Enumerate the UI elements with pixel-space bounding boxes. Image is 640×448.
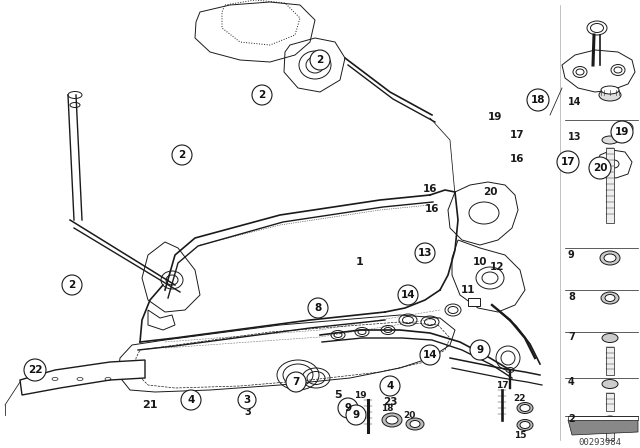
Ellipse shape xyxy=(601,292,619,304)
Text: 11: 11 xyxy=(461,285,476,295)
Text: 17: 17 xyxy=(510,130,525,140)
Circle shape xyxy=(470,340,490,360)
Polygon shape xyxy=(20,360,145,395)
Ellipse shape xyxy=(520,405,530,412)
Ellipse shape xyxy=(601,86,619,94)
Text: 2: 2 xyxy=(259,90,266,100)
Ellipse shape xyxy=(382,413,402,427)
Text: 9: 9 xyxy=(344,403,351,413)
Text: 9: 9 xyxy=(476,345,484,355)
Circle shape xyxy=(286,372,306,392)
Text: 12: 12 xyxy=(490,262,504,272)
Text: 2: 2 xyxy=(68,280,76,290)
Text: 10: 10 xyxy=(473,257,487,267)
Circle shape xyxy=(310,50,330,70)
Ellipse shape xyxy=(600,251,620,265)
Polygon shape xyxy=(568,420,638,435)
Text: 17: 17 xyxy=(496,380,508,389)
Circle shape xyxy=(338,398,358,418)
Bar xyxy=(606,428,614,440)
Ellipse shape xyxy=(517,419,533,431)
Text: 19: 19 xyxy=(354,391,366,400)
Text: 3: 3 xyxy=(243,395,251,405)
Circle shape xyxy=(62,275,82,295)
Polygon shape xyxy=(568,416,638,420)
Text: 2: 2 xyxy=(179,150,186,160)
Text: 8: 8 xyxy=(568,292,575,302)
Text: 13: 13 xyxy=(418,248,432,258)
Text: 2: 2 xyxy=(568,414,575,424)
Ellipse shape xyxy=(602,136,618,144)
Text: 7: 7 xyxy=(568,332,575,342)
Ellipse shape xyxy=(406,418,424,430)
Text: 18: 18 xyxy=(381,404,393,413)
Ellipse shape xyxy=(445,304,461,316)
Circle shape xyxy=(496,346,520,370)
Bar xyxy=(606,148,614,223)
Ellipse shape xyxy=(386,416,398,424)
Text: 5: 5 xyxy=(334,390,342,400)
Text: 14: 14 xyxy=(401,290,415,300)
Ellipse shape xyxy=(599,89,621,101)
Circle shape xyxy=(380,376,400,396)
Text: 18: 18 xyxy=(531,95,545,105)
Ellipse shape xyxy=(68,91,82,99)
Circle shape xyxy=(398,285,418,305)
Text: 23: 23 xyxy=(383,397,397,407)
Text: 2: 2 xyxy=(316,55,324,65)
Text: 20: 20 xyxy=(403,410,415,419)
Text: 8: 8 xyxy=(314,303,322,313)
Ellipse shape xyxy=(602,333,618,343)
Circle shape xyxy=(557,151,579,173)
Text: 00293984: 00293984 xyxy=(579,438,621,447)
Ellipse shape xyxy=(603,416,617,424)
Text: 4: 4 xyxy=(568,377,575,387)
Text: 14: 14 xyxy=(568,97,582,107)
Ellipse shape xyxy=(520,422,530,428)
Circle shape xyxy=(420,345,440,365)
Ellipse shape xyxy=(410,421,420,427)
Text: 19: 19 xyxy=(488,112,502,122)
Text: 22: 22 xyxy=(514,393,526,402)
Text: 21: 21 xyxy=(142,400,157,410)
Text: 19: 19 xyxy=(615,127,629,137)
Bar xyxy=(606,347,614,375)
Circle shape xyxy=(238,391,256,409)
Text: 15: 15 xyxy=(514,431,526,439)
Circle shape xyxy=(589,157,611,179)
Text: 20: 20 xyxy=(483,187,497,197)
Circle shape xyxy=(252,85,272,105)
Circle shape xyxy=(181,390,201,410)
Text: 16: 16 xyxy=(423,184,437,194)
Ellipse shape xyxy=(602,379,618,388)
Text: 7: 7 xyxy=(292,377,300,387)
Circle shape xyxy=(308,298,328,318)
Text: 1: 1 xyxy=(356,257,364,267)
Text: 16: 16 xyxy=(510,154,525,164)
Text: 13: 13 xyxy=(568,132,582,142)
Circle shape xyxy=(172,145,192,165)
Bar xyxy=(468,298,480,306)
Text: 20: 20 xyxy=(593,163,607,173)
Circle shape xyxy=(415,243,435,263)
Text: 3: 3 xyxy=(244,407,252,417)
Text: 14: 14 xyxy=(422,350,437,360)
Text: 9: 9 xyxy=(353,410,360,420)
Circle shape xyxy=(346,405,366,425)
Ellipse shape xyxy=(517,402,533,414)
Circle shape xyxy=(611,121,633,143)
Text: 22: 22 xyxy=(28,365,42,375)
Ellipse shape xyxy=(604,254,616,262)
Text: 17: 17 xyxy=(561,157,575,167)
Text: 4: 4 xyxy=(188,395,195,405)
Bar xyxy=(606,393,614,411)
Text: 16: 16 xyxy=(425,204,439,214)
Circle shape xyxy=(527,89,549,111)
Text: 9: 9 xyxy=(568,250,575,260)
Ellipse shape xyxy=(70,103,80,108)
Text: 4: 4 xyxy=(387,381,394,391)
Circle shape xyxy=(24,359,46,381)
Ellipse shape xyxy=(605,294,615,302)
